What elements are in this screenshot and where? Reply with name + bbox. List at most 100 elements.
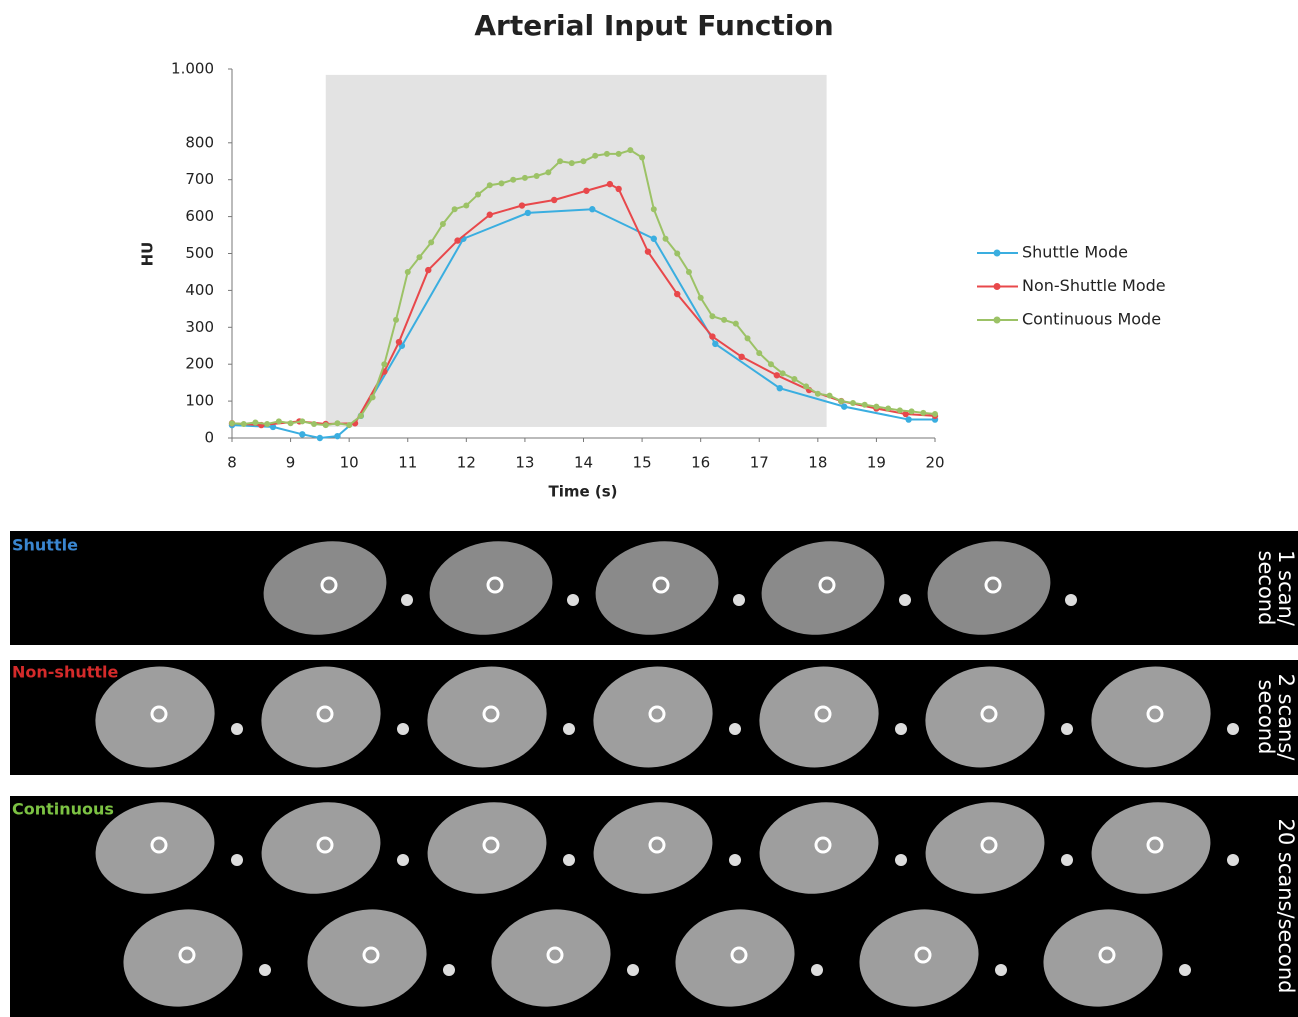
series-point [311, 420, 318, 427]
y-tick-label: 600 [185, 207, 214, 225]
ct-vessel [984, 576, 1002, 594]
ct-vessel [652, 576, 670, 594]
ct-vessel [1146, 836, 1164, 854]
ct-vessel [818, 576, 836, 594]
ct-vessel [730, 946, 748, 964]
series-point [674, 250, 681, 257]
x-axis-label: Time (s) [548, 483, 617, 501]
x-tick-label: 18 [808, 454, 827, 472]
series-point [486, 182, 493, 189]
y-axis-label: HU [139, 242, 157, 267]
series-point [721, 316, 728, 323]
ct-slice [95, 666, 215, 768]
series-point [287, 420, 294, 427]
x-tick-label: 12 [457, 454, 476, 472]
series-point [639, 154, 646, 161]
legend-marker [993, 316, 1001, 324]
ct-slice [925, 802, 1045, 894]
panel-label: Shuttle [12, 536, 78, 555]
series-point [650, 235, 657, 242]
series-point [428, 239, 435, 246]
ct-reference [895, 854, 907, 866]
series-point [322, 422, 329, 429]
ct-slice [759, 802, 879, 894]
ct-vessel [980, 705, 998, 723]
series-point [767, 361, 774, 368]
panel-label: Non-shuttle [12, 663, 119, 682]
ct-vessel [546, 946, 564, 964]
ct-reference [627, 964, 639, 976]
ct-reference [231, 854, 243, 866]
ct-vessel [814, 705, 832, 723]
series-point [275, 418, 282, 425]
ct-reference [563, 723, 575, 735]
ct-slice [925, 666, 1045, 768]
y-tick-label: 1.000 [171, 60, 214, 78]
ct-vessel [150, 836, 168, 854]
series-point [773, 372, 781, 379]
series-point [369, 394, 376, 401]
series-point [814, 390, 821, 397]
ct-slice [593, 802, 713, 894]
series-point [395, 338, 403, 346]
series-point [849, 399, 856, 406]
series-point [685, 268, 692, 275]
x-tick-label: 16 [691, 454, 710, 472]
series-point [756, 350, 763, 357]
series-point [885, 405, 892, 412]
series-point [393, 316, 400, 323]
series-point [615, 185, 622, 193]
series-point [779, 370, 786, 377]
y-tick-label: 200 [185, 355, 214, 373]
series-point [583, 187, 590, 194]
ct-slice [927, 541, 1051, 635]
ct-reference [729, 854, 741, 866]
series-point [269, 423, 277, 431]
series-point [463, 202, 470, 209]
ct-reference [259, 964, 271, 976]
series-point [861, 401, 868, 408]
series-point [510, 176, 517, 183]
series-line [231, 208, 935, 440]
series-point [838, 398, 845, 405]
ct-vessel [980, 836, 998, 854]
series-point [240, 420, 247, 427]
series-point [920, 409, 927, 416]
series-point [709, 313, 716, 320]
ct-reference [895, 723, 907, 735]
legend-marker [993, 249, 1001, 257]
series-point [580, 158, 587, 165]
panel-rate: second [1254, 551, 1278, 626]
ct-vessel [486, 576, 504, 594]
ct-reference [401, 594, 413, 606]
ct-vessel [178, 946, 196, 964]
ct-reference [1227, 854, 1239, 866]
series-point [644, 248, 652, 255]
x-tick-label: 8 [227, 454, 237, 472]
x-tick-label: 17 [750, 454, 769, 472]
ct-slice [263, 541, 387, 635]
legend-label: Shuttle Mode [1022, 243, 1128, 262]
ct-reference [397, 723, 409, 735]
series-point [650, 206, 657, 213]
ct-slice [427, 666, 547, 768]
ct-vessel [1146, 705, 1164, 723]
x-tick-label: 9 [286, 454, 296, 472]
ct-reference [397, 854, 409, 866]
series-point [744, 335, 751, 342]
series-point [334, 432, 341, 440]
series-point [299, 431, 306, 438]
ct-slice [761, 541, 885, 635]
x-tick-label: 13 [515, 454, 534, 472]
series-point [615, 150, 622, 157]
series-point [840, 403, 848, 410]
panel-label: Continuous [12, 800, 114, 819]
series-point [425, 266, 432, 274]
series-point [475, 191, 482, 198]
series-point [803, 383, 810, 390]
ct-vessel [648, 836, 666, 854]
series-point [486, 211, 493, 218]
ct-vessel [316, 836, 334, 854]
ct-reference [567, 594, 579, 606]
series-point [557, 158, 564, 165]
